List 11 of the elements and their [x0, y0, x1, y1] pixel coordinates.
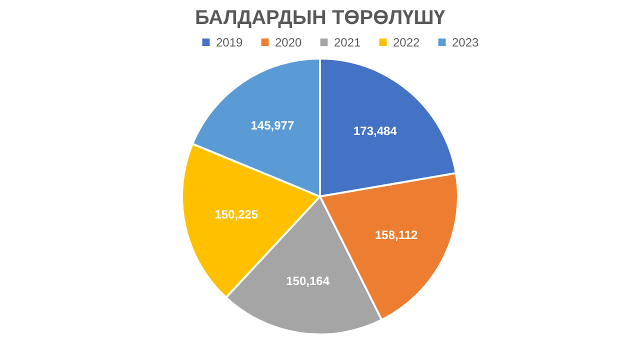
data-label: 150,225: [214, 208, 258, 222]
legend-label: 2020: [275, 35, 302, 50]
data-label: 145,977: [250, 118, 294, 132]
legend-label: 2019: [216, 35, 244, 50]
data-label: 150,164: [286, 274, 330, 288]
legend-label: 2021: [334, 35, 362, 50]
legend-label: 2022: [393, 35, 420, 50]
legend-label: 2023: [452, 35, 480, 50]
data-label: 173,484: [353, 124, 398, 138]
data-label: 158,112: [374, 228, 418, 242]
chart-title: БАЛДАРДЫН ТӨРӨЛҮШҮ: [195, 7, 446, 29]
